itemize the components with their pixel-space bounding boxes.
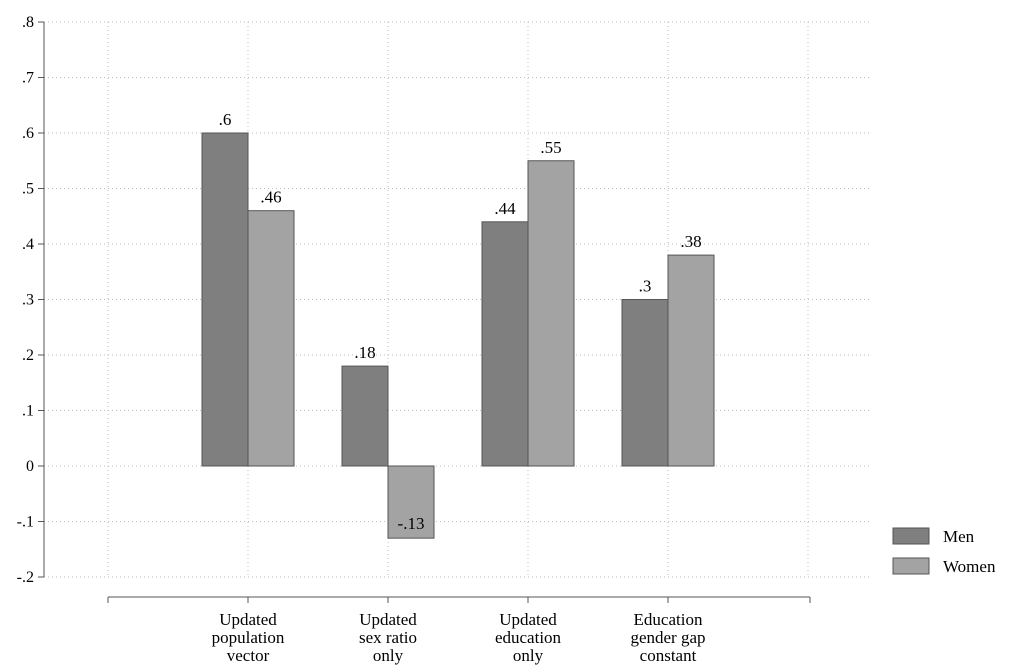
legend-label-men: Men (943, 527, 975, 546)
legend: Men Women (892, 527, 996, 576)
data-label: .6 (219, 110, 232, 129)
data-label: .46 (260, 188, 281, 207)
y-tick-label: .4 (22, 236, 34, 253)
data-label: .38 (680, 232, 701, 251)
bar-women (667, 254, 715, 467)
data-label: .18 (354, 343, 375, 362)
y-tick-label: .1 (22, 403, 34, 420)
gridlines (44, 21, 870, 578)
y-tick-label: -.1 (17, 514, 34, 531)
y-tick-label: .5 (22, 181, 34, 198)
x-category-label: Updated education only (495, 610, 562, 665)
bar-men (201, 132, 249, 467)
y-tick-label: .6 (22, 125, 34, 142)
y-tick-label: .3 (22, 292, 34, 309)
y-tick-label: .2 (22, 347, 34, 364)
data-labels: .6 .46 .18 -.13 .44 .55 .3 .38 (219, 110, 702, 533)
bar-women (247, 210, 295, 467)
y-tick-label: .8 (22, 14, 34, 31)
x-category-label: Updated sex ratio only (359, 610, 417, 665)
data-label: .44 (494, 199, 516, 218)
legend-swatch-women (892, 557, 930, 575)
bars (201, 132, 715, 539)
data-label: .55 (540, 138, 561, 157)
bar-men (341, 365, 389, 467)
data-label: -.13 (398, 514, 425, 533)
y-tick-label: 0 (26, 458, 34, 475)
bar-men (621, 299, 669, 467)
data-label: .3 (639, 277, 652, 296)
x-category-label: Education gender gap constant (630, 610, 705, 665)
legend-label-women: Women (943, 557, 996, 576)
y-tick-label: -.2 (17, 569, 34, 586)
bar-women (387, 465, 435, 539)
x-category-label: Updated population vector (212, 610, 285, 665)
y-axis: -.2 -.1 0 .1 .2 .3 .4 .5 .6 .7 .8 (17, 14, 45, 586)
y-tick-label: .7 (22, 70, 34, 87)
bar-women (527, 160, 575, 467)
legend-swatch-men (892, 527, 930, 545)
bar-men (481, 221, 529, 467)
x-axis: Updated population vector Updated sex ratio o… (107, 596, 811, 665)
